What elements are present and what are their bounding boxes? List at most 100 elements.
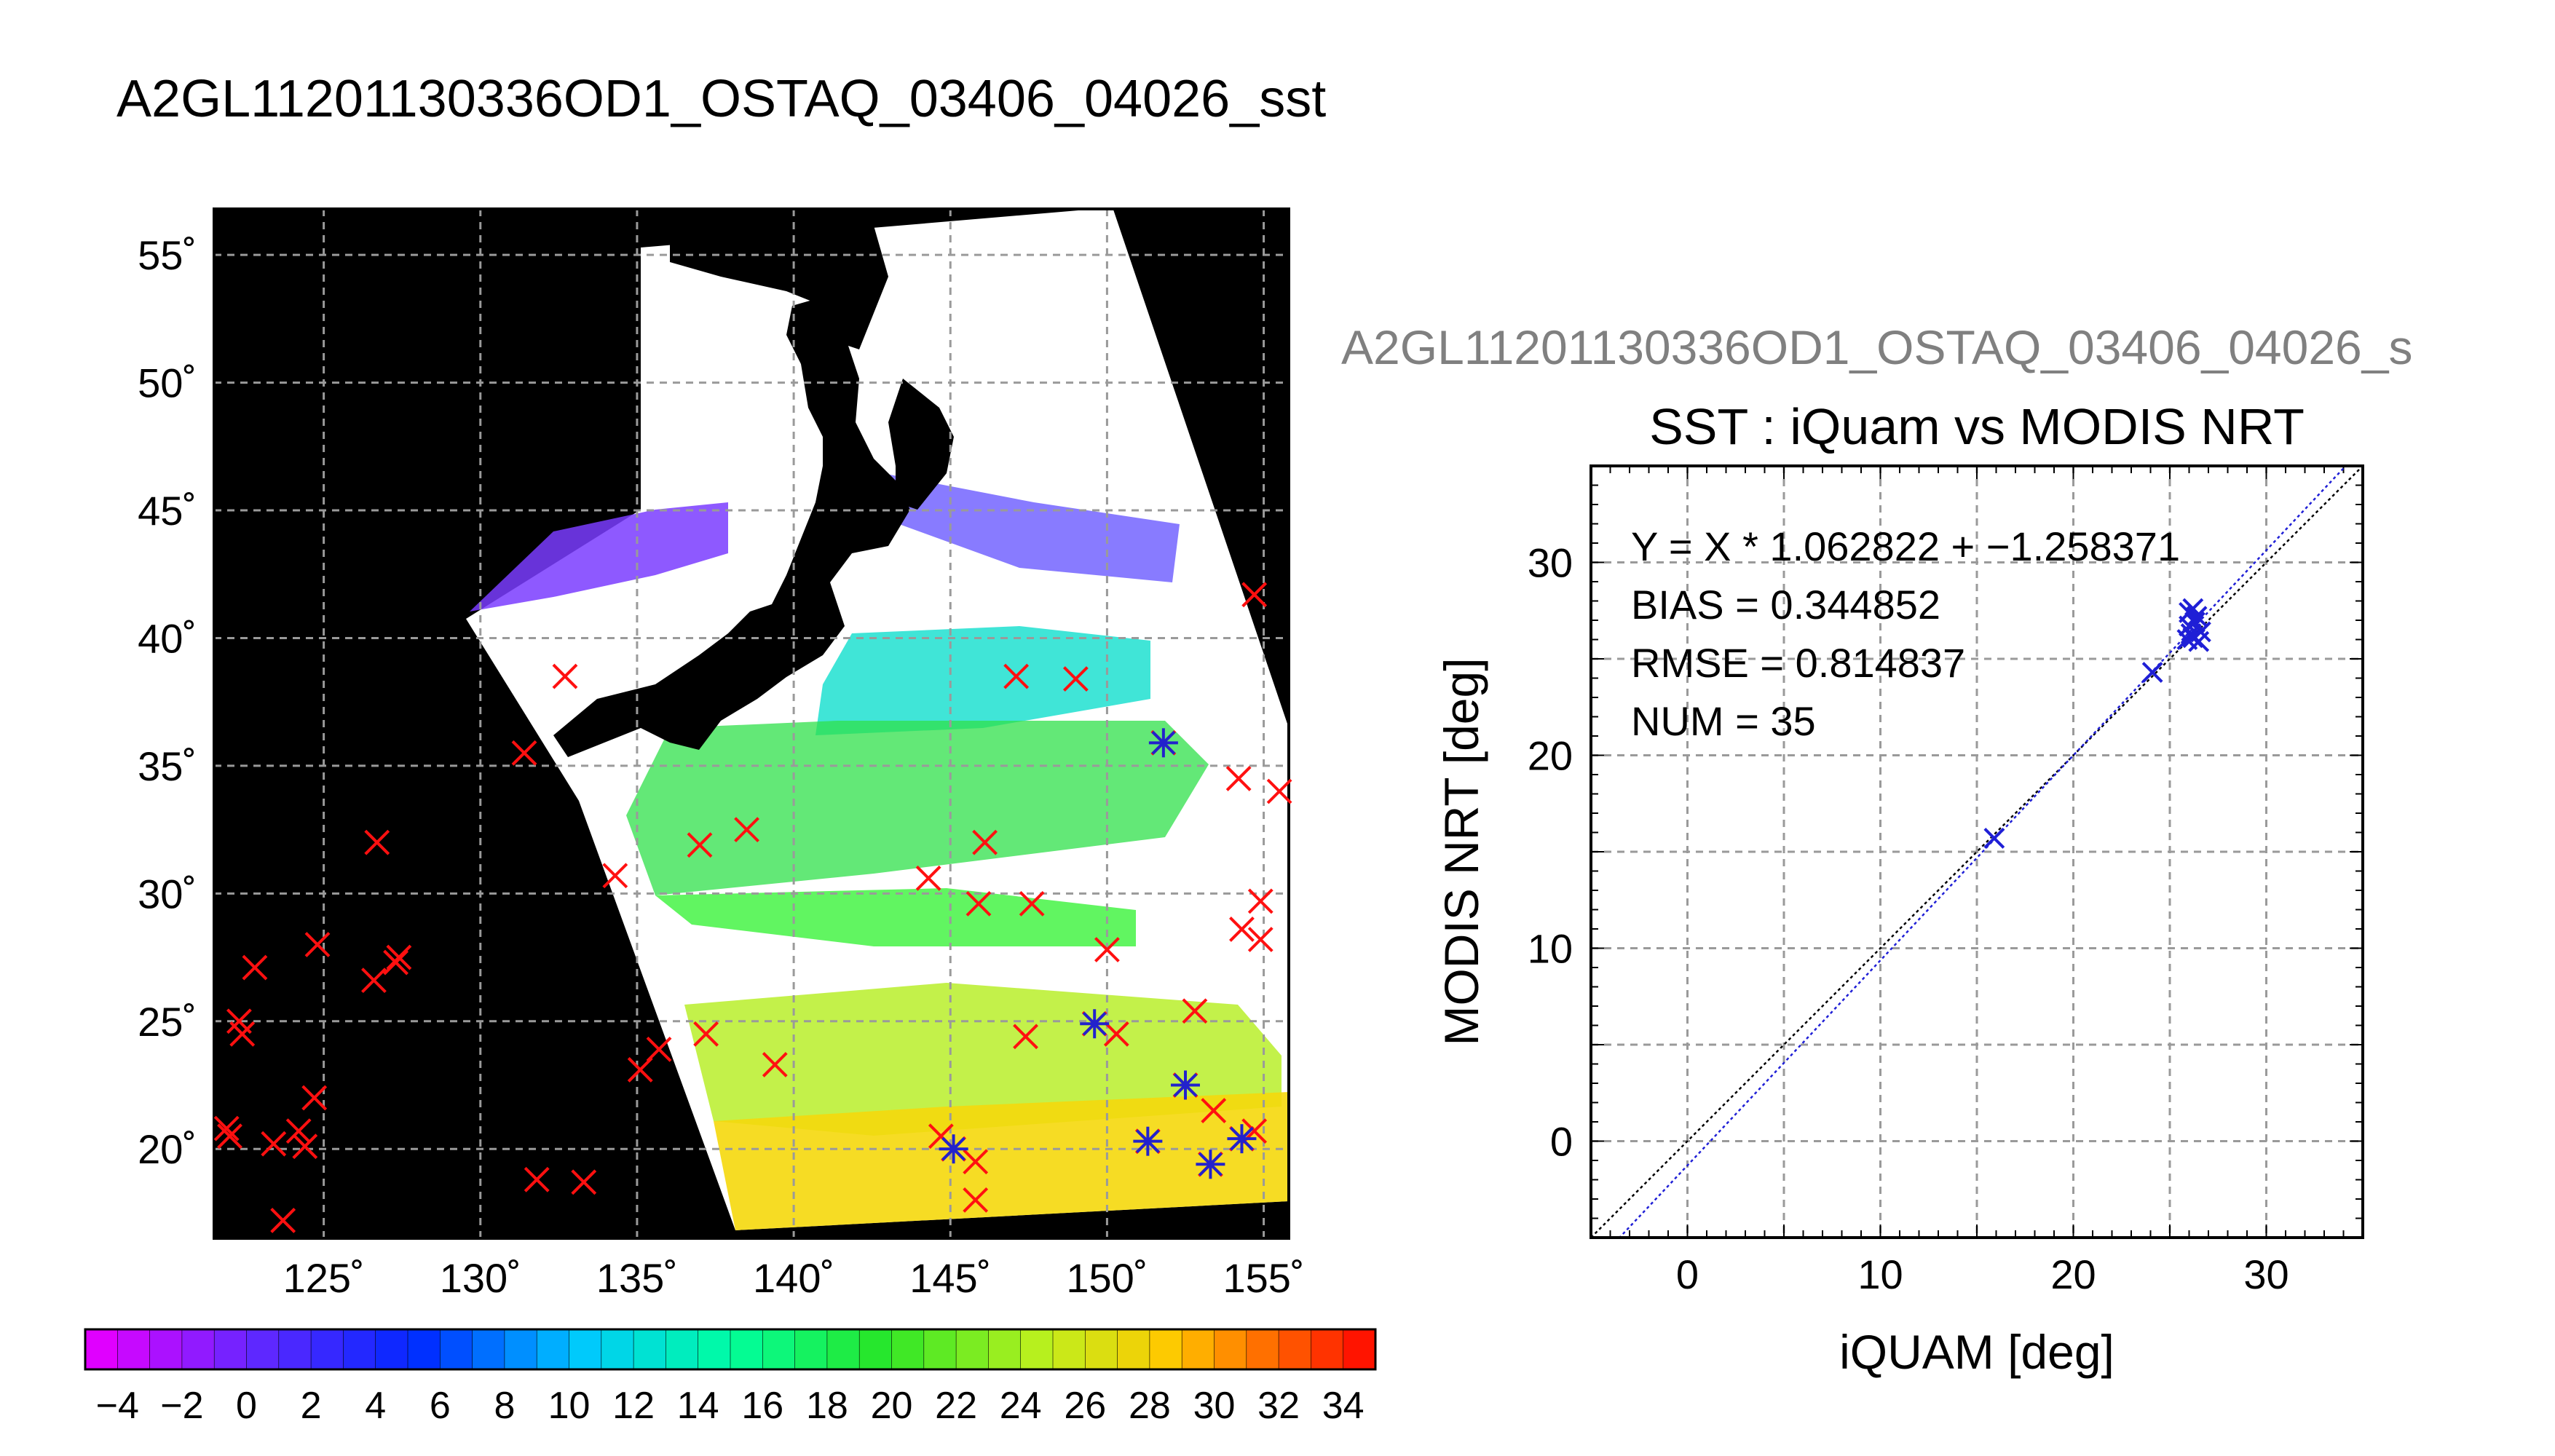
scatter-y-tick-labels: 0 10 20 30 (1528, 540, 1573, 1165)
iquam-marker (1201, 1098, 1227, 1123)
iquam-marker (1247, 888, 1273, 914)
iquam-marker (1182, 998, 1208, 1024)
colorbar-cell (439, 1329, 473, 1370)
scatter-x-tick-labels: 0 10 20 30 (1676, 1251, 2289, 1297)
x-axis-label: iQUAM [deg] (1839, 1325, 2114, 1379)
iquam-marker (965, 890, 992, 917)
iquam-marker (270, 1208, 296, 1233)
x-tick-label: 20 (2050, 1251, 2096, 1297)
iquam-marker (1247, 927, 1273, 952)
iquam-marker (213, 1115, 240, 1142)
stats-annotation: RMSE = 0.814837 (1631, 640, 1965, 686)
colorbar-cell (891, 1329, 925, 1370)
sst-bands (470, 466, 1289, 1230)
colorbar-cell (1020, 1329, 1054, 1370)
colorbar-label: 0 (236, 1385, 257, 1427)
colorbar-label: 12 (612, 1385, 655, 1427)
colorbar-cell (246, 1329, 280, 1370)
y-tick-label: 10 (1528, 926, 1573, 972)
colorbar-cell (117, 1329, 151, 1370)
scatter-point (2182, 627, 2204, 649)
stats-annotation: BIAS = 0.344852 (1631, 582, 1940, 628)
colorbar-label: 16 (741, 1385, 783, 1427)
colorbar-cell (730, 1329, 764, 1370)
iquam-marker (1266, 778, 1292, 804)
scatter-grid (1591, 466, 2363, 1238)
colorbar-cell (343, 1329, 376, 1370)
figure-title: A2GL11201130336OD1_OSTAQ_03406_04026_sst (117, 70, 1326, 128)
colorbar-cell (1343, 1329, 1376, 1370)
y-tick-label: 0 (1550, 1119, 1573, 1165)
lat-tick-label: 55˚ (138, 232, 197, 278)
colorbar-label: 10 (548, 1385, 591, 1427)
colorbar-labels: −4 −2 0 2 4 6 8 10 12 14 16 18 20 22 24 26 28 30 32 34 (96, 1385, 1365, 1427)
colorbar-cell (536, 1329, 570, 1370)
colorbar-cell (84, 1329, 119, 1370)
scatter-title: SST : iQuam vs MODIS NRT (1649, 398, 2305, 455)
colorbar-label: −2 (160, 1385, 203, 1427)
lon-tick-label: 130˚ (440, 1255, 521, 1301)
stats-annotation: Y = X * 1.062822 + −1.258371 (1631, 523, 2180, 569)
matchup-marker (1170, 1070, 1200, 1100)
iquam-marker (627, 1057, 653, 1083)
iquam-marker (571, 1169, 597, 1195)
iquam-marker (229, 1021, 256, 1047)
lat-tick-label: 25˚ (138, 999, 197, 1045)
colorbar: −4 −2 0 2 4 6 8 10 12 14 16 18 20 22 24 26 28 30 32 34 (84, 1328, 1377, 1427)
iquam-marker (972, 829, 998, 855)
iquam-marker (524, 1166, 550, 1192)
x-tick-label: 10 (1857, 1251, 1903, 1297)
scatter-point (2141, 662, 2163, 683)
colorbar-cell (1246, 1329, 1279, 1370)
colorbar-label: 24 (1000, 1385, 1042, 1427)
colorbar-cell (1149, 1329, 1183, 1370)
iquam-marker (292, 1133, 318, 1160)
iquam-marker (304, 932, 331, 957)
lon-tick-label: 125˚ (283, 1255, 365, 1301)
land-mask (553, 218, 954, 757)
scatter-point (1983, 828, 2005, 849)
iquam-marker (646, 1036, 672, 1062)
colorbar-label: 2 (301, 1385, 322, 1427)
stats-annotation: NUM = 35 (1631, 698, 1816, 744)
colorbar-cell (955, 1329, 990, 1370)
colorbar-cell (1181, 1329, 1215, 1370)
matchup-markers (939, 728, 1257, 1179)
iquam-marker (285, 1118, 312, 1144)
lat-tick-label: 50˚ (138, 360, 197, 406)
scatter-points (1983, 598, 2211, 849)
colorbar-cell (633, 1329, 667, 1370)
regression-line (1618, 466, 2347, 1238)
colorbar-cell (794, 1329, 828, 1370)
colorbar-label: 26 (1064, 1385, 1106, 1427)
colorbar-label: 6 (430, 1385, 451, 1427)
colorbar-label: 14 (677, 1385, 719, 1427)
iquam-marker (1019, 890, 1045, 917)
colorbar-cell (472, 1329, 505, 1370)
lat-tick-label: 30˚ (138, 871, 197, 917)
scatter-stats-annotations: Y = X * 1.062822 + −1.258371 BIAS = 0.344… (1631, 523, 2180, 744)
y-axis-label: MODIS NRT [deg] (1434, 657, 1488, 1045)
colorbar-label: 34 (1322, 1385, 1365, 1427)
iquam-marker (963, 1149, 989, 1175)
iquam-marker (261, 1131, 287, 1157)
colorbar-cell (988, 1329, 1022, 1370)
x-tick-label: 30 (2243, 1251, 2289, 1297)
colorbar-cell (1278, 1329, 1312, 1370)
iquam-marker (734, 817, 759, 843)
matchup-marker (1080, 1009, 1110, 1039)
colorbar-cell (149, 1329, 183, 1370)
iquam-marker (1241, 582, 1268, 608)
iquam-marker (762, 1051, 788, 1077)
colorbar-cell (601, 1329, 634, 1370)
iquam-marker (361, 968, 387, 994)
matchup-marker (1196, 1150, 1225, 1179)
colorbar-label: 20 (871, 1385, 913, 1427)
colorbar-cell (375, 1329, 408, 1370)
matchup-marker (939, 1134, 968, 1164)
colorbar-cell (407, 1329, 441, 1370)
colorbar-label: 8 (494, 1385, 515, 1427)
y-tick-label: 30 (1528, 540, 1573, 586)
colorbar-cells (84, 1329, 1376, 1370)
